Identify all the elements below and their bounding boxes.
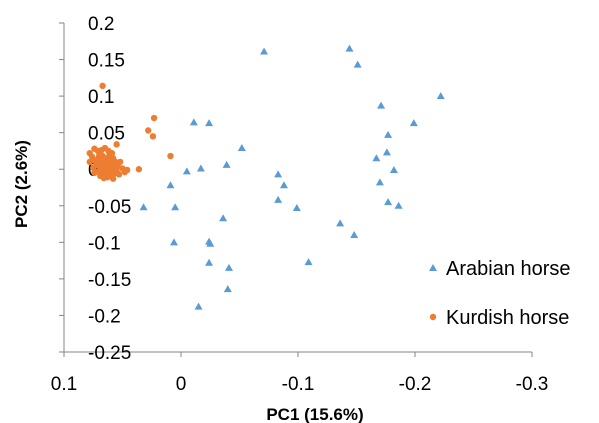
arabian-horse-point: [436, 92, 445, 100]
kurdish-horse-point: [145, 127, 152, 134]
arabian-horse-point: [384, 130, 393, 138]
arabian-horse-point: [353, 60, 362, 68]
arabian-horse-point: [219, 214, 228, 222]
kurdish-horse-point: [150, 114, 158, 122]
arabian-horse-point: [336, 219, 345, 227]
legend-marker-arabian-horse: [429, 264, 437, 271]
x-tick-label: 0: [176, 374, 187, 395]
kurdish-horse-point: [113, 141, 120, 148]
x-tick-label: -0.1: [282, 374, 315, 395]
arabian-horse-point: [206, 239, 215, 247]
arabian-horse-point: [274, 170, 283, 178]
y-tick-label: -0.1: [88, 233, 121, 254]
legend: Arabian horse Kurdish horse: [429, 258, 571, 329]
kurdish-horse-point: [116, 158, 124, 166]
x-tick-label: -0.2: [399, 374, 432, 395]
arabian-horse-point: [237, 144, 246, 152]
arabian-horse-point: [409, 119, 418, 127]
y-axis-title: PC2 (2.6%): [12, 140, 31, 228]
arabian-horse-point: [384, 198, 393, 206]
y-tick-label: -0.05: [88, 197, 131, 218]
arabian-horse-point: [196, 164, 205, 172]
arabian-horse-point: [389, 165, 398, 173]
arabian-horse-point: [194, 302, 203, 310]
arabian-horse-point: [182, 167, 191, 175]
arabian-horse-point: [205, 119, 214, 127]
kurdish-horse-point: [135, 166, 143, 173]
y-tick-label: 0.05: [88, 124, 125, 145]
arabian-horse-point: [171, 203, 180, 211]
arabian-horse-point: [394, 201, 403, 209]
arabian-horse-point: [375, 178, 384, 186]
arabian-horse-point: [274, 195, 283, 203]
arabian-horse-point: [222, 160, 231, 168]
arabian-horse-point: [189, 118, 198, 126]
kurdish-horse-point: [90, 164, 97, 171]
x-axis-ticks: 0.1 0 -0.1 -0.2 -0.3: [51, 352, 549, 395]
y-tick-label: -0.2: [88, 306, 121, 327]
arabian-horse-point: [139, 203, 148, 211]
arabian-horse-point: [350, 231, 359, 239]
kurdish-horse-point: [94, 147, 102, 155]
data-points: [86, 44, 445, 310]
y-tick-label: 0.2: [88, 14, 114, 35]
arabian-horse-point: [279, 181, 288, 189]
arabian-horse-point: [345, 44, 354, 52]
arabian-horse-point: [166, 181, 175, 189]
kurdish-horse-point: [115, 171, 123, 178]
arabian-horse-point: [382, 148, 391, 156]
kurdish-horse-point: [100, 174, 107, 182]
arabian-horse-point: [169, 238, 178, 246]
y-tick-label: -0.15: [88, 270, 131, 291]
x-axis-title: PC1 (15.6%): [266, 405, 363, 423]
x-tick-label: -0.3: [516, 374, 549, 395]
kurdish-horse-point: [121, 168, 129, 176]
arabian-horse-point: [304, 258, 313, 266]
kurdish-horse-point: [91, 169, 98, 177]
y-axis-ticks: 0.20.150.10.050-0.05-0.1-0.15-0.2-0.25: [59, 14, 131, 364]
legend-marker-kurdish-horse: [429, 313, 437, 321]
kurdish-horse-point: [167, 152, 174, 160]
kurdish-horse-point: [86, 158, 93, 166]
arabian-horse-point: [372, 154, 381, 162]
arabian-horse-point: [205, 258, 214, 266]
kurdish-horse-point: [149, 133, 157, 140]
arabian-horse-point: [224, 263, 233, 271]
y-tick-label: -0.25: [88, 343, 131, 364]
arabian-horse-point: [260, 47, 269, 55]
kurdish-horse-point: [99, 82, 106, 90]
kurdish-horse-point: [109, 175, 117, 182]
arabian-horse-point: [377, 101, 386, 109]
arabian-horse-point: [292, 203, 301, 211]
arabian-horse-point: [223, 285, 232, 293]
y-tick-label: 0.1: [88, 87, 114, 108]
legend-label-kurdish-horse: Kurdish horse: [446, 307, 569, 329]
y-tick-label: 0.15: [88, 51, 125, 72]
x-tick-label: 0.1: [51, 374, 77, 395]
kurdish-horse-point: [95, 152, 103, 160]
legend-label-arabian-horse: Arabian horse: [446, 258, 571, 280]
kurdish-horse-point: [106, 151, 113, 158]
